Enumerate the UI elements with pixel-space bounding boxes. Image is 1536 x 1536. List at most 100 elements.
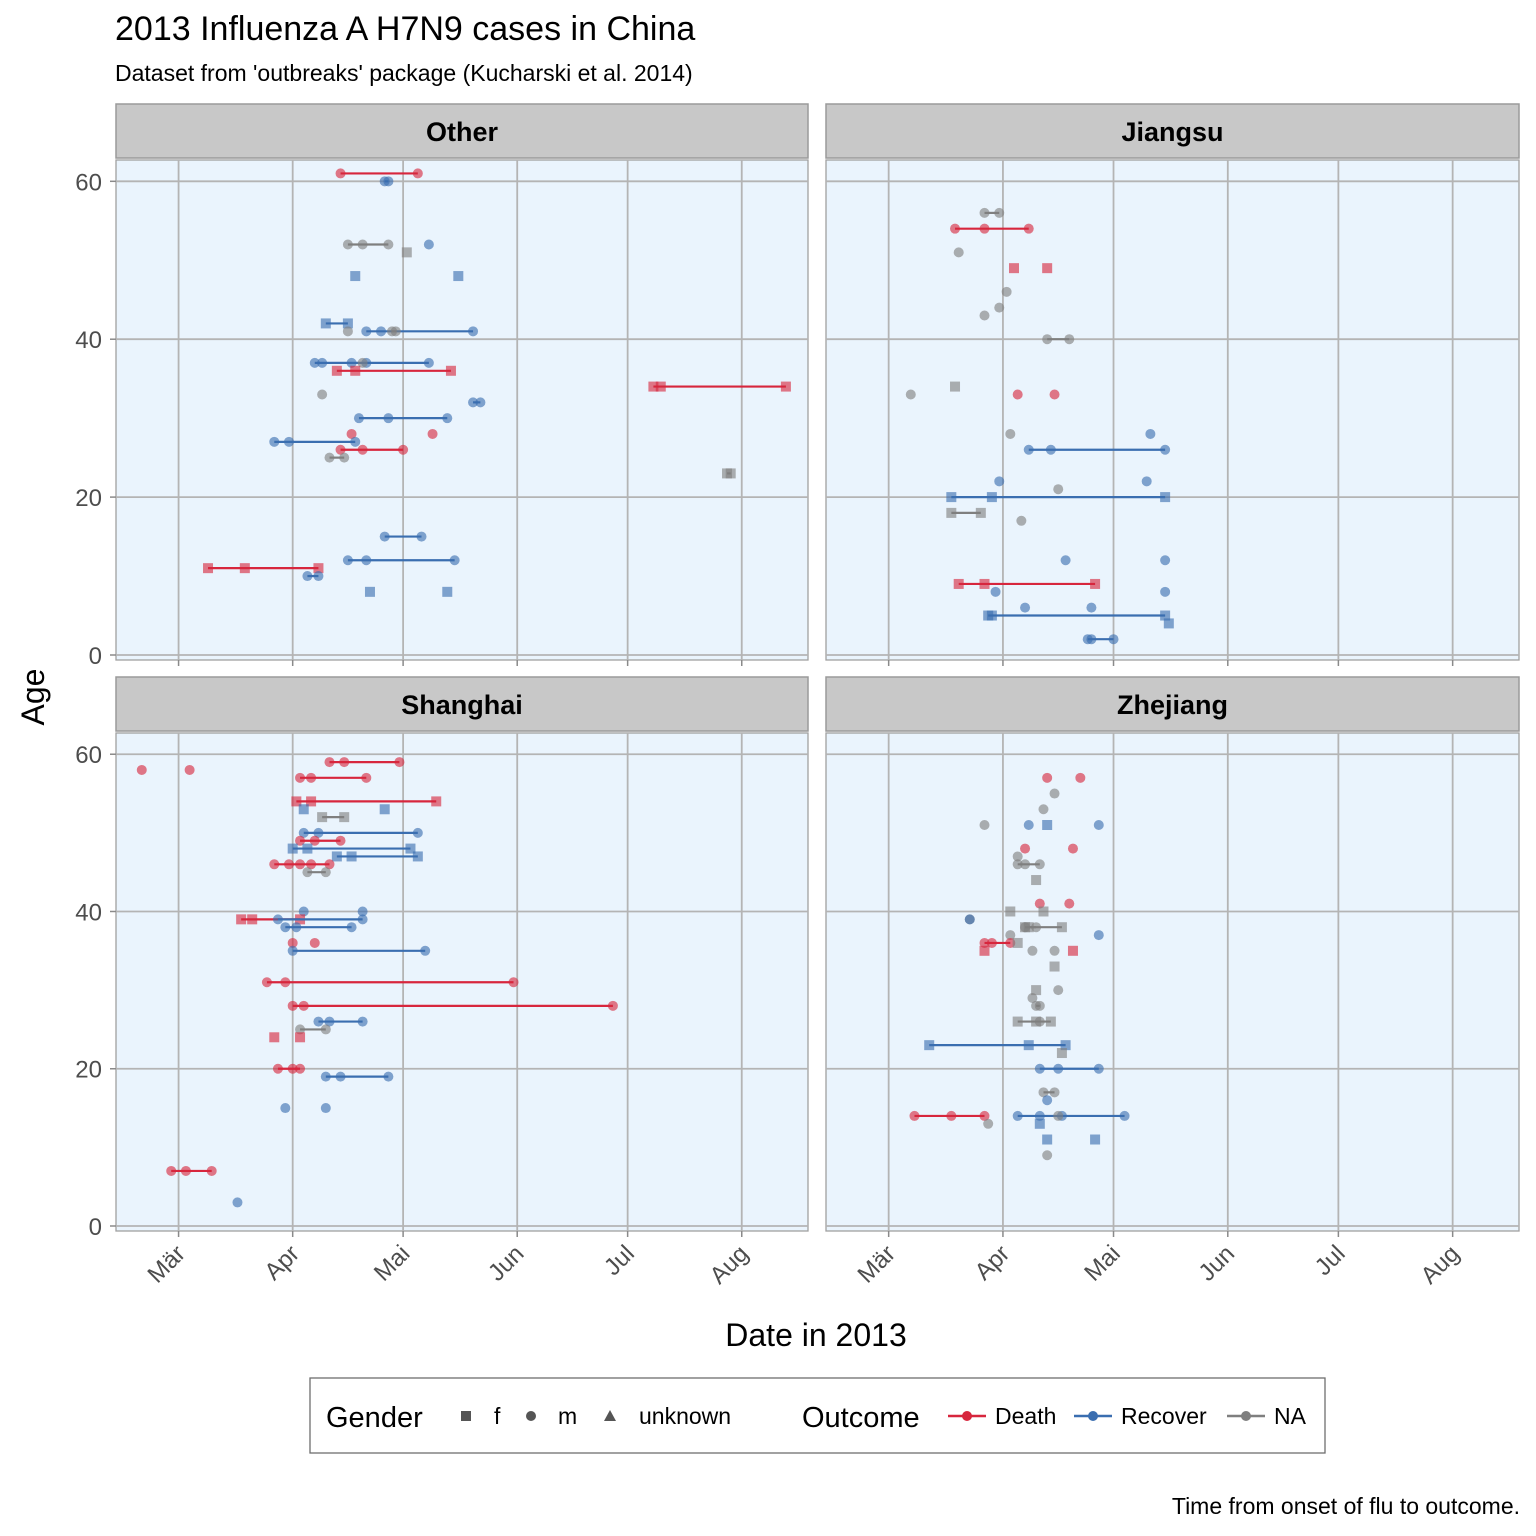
case-point-f (1008, 263, 1019, 274)
case-point-m (979, 310, 990, 321)
legend: Gender f m unknown Outcome Death Recover… (309, 1377, 1326, 1454)
panel-bg-other (115, 159, 809, 661)
case-point-f (1049, 961, 1060, 972)
case-point-m (313, 1016, 324, 1027)
panel-other: Other 0 20 40 60 (75, 103, 809, 670)
case-point-m (180, 1165, 191, 1176)
case-point-m (1034, 1000, 1045, 1011)
case-point-m (383, 1071, 394, 1082)
case-point-m (1034, 859, 1045, 870)
y-tick-label: 0 (89, 1214, 102, 1241)
case-point-f (1042, 263, 1053, 274)
case-point-m (383, 176, 394, 187)
case-point-f (979, 945, 990, 956)
case-point-f (405, 843, 416, 854)
case-point-m (357, 1016, 368, 1027)
strip-label-zhejiang: Zhejiang (1117, 690, 1228, 720)
case-point-f (648, 381, 659, 392)
legend-outcome-recover: Recover (1121, 1403, 1207, 1429)
case-point-m (1049, 945, 1060, 956)
case-point-m (339, 757, 350, 768)
legend-outcome-na: NA (1274, 1403, 1307, 1429)
case-point-m (390, 326, 401, 337)
case-point-f (239, 563, 250, 574)
case-point-m (394, 757, 405, 768)
case-point-m (986, 937, 997, 948)
case-point-f (1060, 1040, 1071, 1051)
case-point-m (1049, 788, 1060, 799)
case-point-f (320, 318, 331, 329)
case-point-f (950, 381, 961, 392)
case-point-m (1064, 898, 1075, 909)
case-point-m (449, 555, 460, 566)
case-point-f (364, 586, 375, 597)
case-point-m (350, 436, 361, 447)
case-point-m (1108, 634, 1119, 645)
case-point-m (1093, 819, 1104, 830)
case-point-f (1045, 1016, 1056, 1027)
case-point-f (306, 796, 317, 807)
case-point-m (1053, 484, 1064, 495)
chart-title: 2013 Influenza A H7N9 cases in China (115, 10, 696, 48)
case-point-m (284, 859, 294, 870)
case-point-m (442, 413, 453, 424)
case-point-f (445, 365, 456, 376)
case-point-m (1086, 634, 1097, 645)
panel-bg-zhejiang (825, 732, 1520, 1232)
case-point-f (1090, 1134, 1101, 1145)
case-point-f (1012, 937, 1023, 948)
case-point-m (298, 906, 309, 917)
case-point-f (986, 492, 997, 503)
case-point-f (313, 563, 324, 574)
case-point-m (166, 1165, 177, 1176)
panel-bg-jiangsu (825, 159, 1520, 661)
case-point-f (379, 804, 390, 815)
case-point-f (346, 851, 357, 862)
case-point-m (335, 168, 346, 179)
case-point-m (412, 827, 423, 838)
case-point-f (331, 365, 342, 376)
case-point-m (320, 1071, 331, 1082)
case-point-f (247, 914, 258, 925)
case-point-f (946, 492, 957, 503)
case-point-m (376, 326, 387, 337)
legend-gender-f: f (494, 1403, 501, 1429)
case-point-m (284, 436, 294, 447)
case-point-f (1042, 1134, 1053, 1145)
case-point-m (361, 772, 372, 783)
legend-gender-m: m (558, 1403, 577, 1429)
case-point-m (423, 239, 434, 250)
case-point-m (361, 555, 372, 566)
case-point-f (442, 586, 453, 597)
case-point-m (1034, 898, 1045, 909)
case-point-m (320, 1103, 331, 1114)
case-point-m (309, 835, 320, 846)
case-point-f (655, 381, 666, 392)
case-point-m (979, 937, 990, 948)
y-axis-title: Age (15, 669, 51, 726)
case-point-m (342, 326, 353, 337)
case-point-m (964, 914, 975, 925)
case-point-m (1001, 286, 1012, 297)
case-point-m (1049, 1087, 1060, 1098)
case-point-m (950, 223, 961, 234)
y-tick-label: 40 (75, 327, 102, 354)
y-tick-label: 20 (75, 485, 102, 512)
case-point-m (357, 444, 368, 455)
case-point-m (1023, 223, 1034, 234)
case-point-m (1160, 444, 1171, 455)
case-point-m (983, 1118, 994, 1129)
case-point-m (320, 1024, 331, 1035)
case-point-m (1160, 586, 1171, 597)
strip-shanghai (115, 676, 809, 732)
case-point-m (1042, 1150, 1053, 1161)
case-point-m (317, 389, 328, 400)
case-point-f (953, 578, 964, 589)
x-tick-label: Jun (483, 1240, 529, 1286)
case-point-m (1038, 804, 1049, 815)
case-point-m (1020, 922, 1031, 933)
case-point-m (324, 859, 335, 870)
case-point-f (924, 1040, 935, 1051)
case-point-m (1034, 1016, 1045, 1027)
case-point-f (431, 796, 442, 807)
